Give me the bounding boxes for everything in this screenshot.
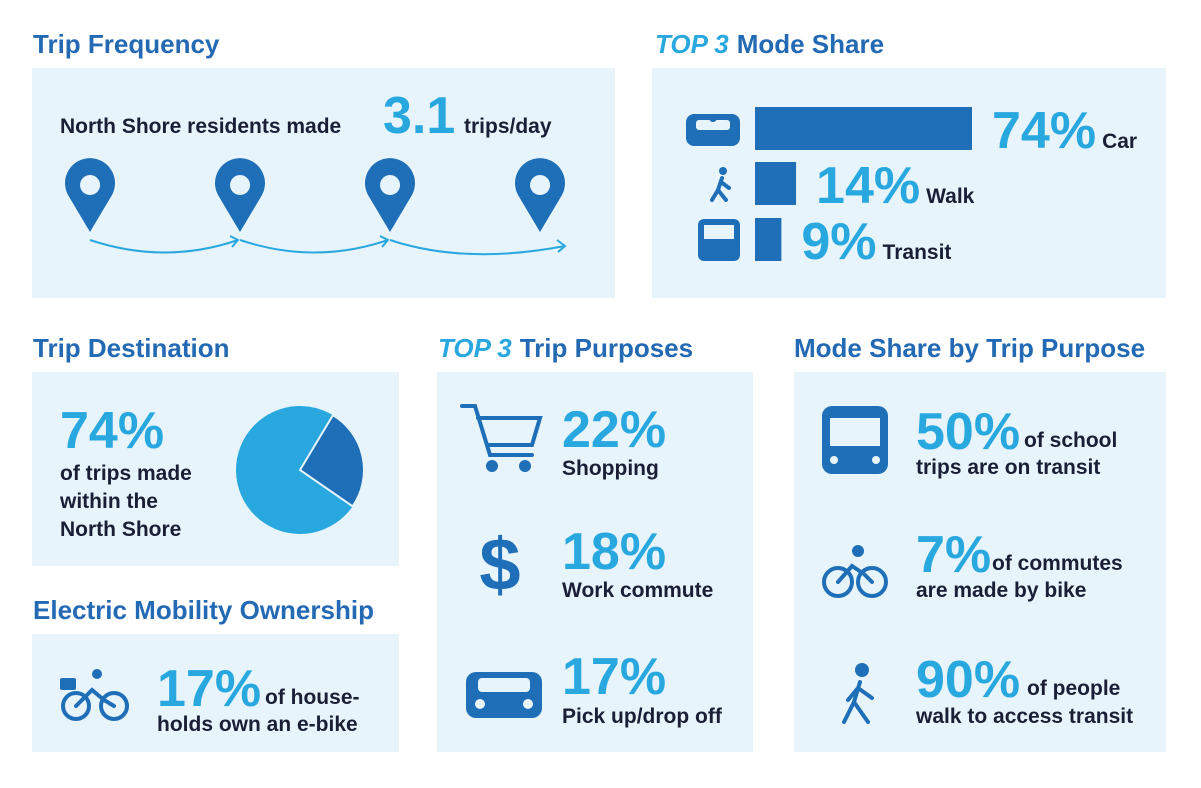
title-text: Mode Share bbox=[737, 29, 884, 59]
bike-icon bbox=[822, 545, 888, 598]
text: North Shore residents made bbox=[60, 115, 341, 138]
bar-label: 14% Walk bbox=[816, 157, 975, 215]
text: Shopping bbox=[562, 457, 659, 480]
text: walk to access transit bbox=[915, 705, 1133, 728]
value-label: 14% bbox=[816, 157, 920, 215]
category-label: Transit bbox=[883, 241, 952, 264]
dollar-icon: $ bbox=[479, 523, 520, 606]
bar-label: 9% Transit bbox=[801, 213, 951, 271]
bar bbox=[755, 218, 782, 261]
text: of house- bbox=[265, 686, 360, 709]
bus-icon bbox=[822, 406, 888, 474]
big-number: 17% bbox=[157, 660, 261, 718]
pins bbox=[65, 158, 567, 256]
text: of people bbox=[1027, 677, 1120, 700]
cart-icon bbox=[460, 404, 543, 472]
text: of trips made bbox=[60, 462, 192, 485]
big-number: 74% bbox=[60, 402, 164, 460]
big-number: 7% bbox=[916, 526, 991, 584]
text: of commutes bbox=[992, 552, 1123, 575]
title-text: Trip Purposes bbox=[520, 333, 693, 363]
mode-icons bbox=[686, 114, 740, 261]
text: trips are on transit bbox=[916, 456, 1100, 479]
section-title: Mode Share by Trip Purpose bbox=[794, 333, 1145, 363]
bar bbox=[755, 107, 972, 150]
text: North Shore bbox=[60, 518, 181, 541]
text: of school bbox=[1024, 429, 1117, 452]
title-emphasis: TOP 3 bbox=[438, 333, 512, 363]
big-number: 90% bbox=[916, 651, 1020, 709]
value-label: 9% bbox=[801, 213, 876, 271]
big-number: 18% bbox=[562, 523, 666, 581]
ebike-icon bbox=[60, 669, 129, 721]
section-title: Trip Destination bbox=[33, 333, 229, 363]
text: trips/day bbox=[464, 115, 552, 138]
text: within the bbox=[59, 490, 158, 513]
text: Pick up/drop off bbox=[562, 705, 723, 728]
category-label: Car bbox=[1102, 130, 1137, 153]
bar bbox=[755, 162, 797, 205]
section-title: Electric Mobility Ownership bbox=[33, 595, 374, 625]
section-title: Trip Frequency bbox=[33, 29, 220, 59]
bar-label: 74% Car bbox=[992, 102, 1137, 160]
pie-slice-rest bbox=[298, 413, 365, 508]
big-number: 50% bbox=[916, 403, 1020, 461]
section-title: TOP 3 Trip Purposes bbox=[438, 333, 693, 363]
big-number: 22% bbox=[562, 401, 666, 459]
value-label: 74% bbox=[992, 102, 1096, 160]
car-icon bbox=[466, 672, 542, 718]
big-number: 3.1 bbox=[383, 87, 455, 145]
title-emphasis: TOP 3 bbox=[655, 29, 729, 59]
text: holds own an e-bike bbox=[157, 713, 358, 736]
section-title: TOP 3 Mode Share bbox=[655, 29, 884, 59]
category-label: Walk bbox=[926, 185, 975, 208]
pie-slice bbox=[235, 406, 353, 534]
text: Work commute bbox=[562, 579, 713, 602]
text: are made by bike bbox=[916, 579, 1086, 602]
big-number: 17% bbox=[562, 648, 666, 706]
walk-icon bbox=[842, 663, 874, 724]
